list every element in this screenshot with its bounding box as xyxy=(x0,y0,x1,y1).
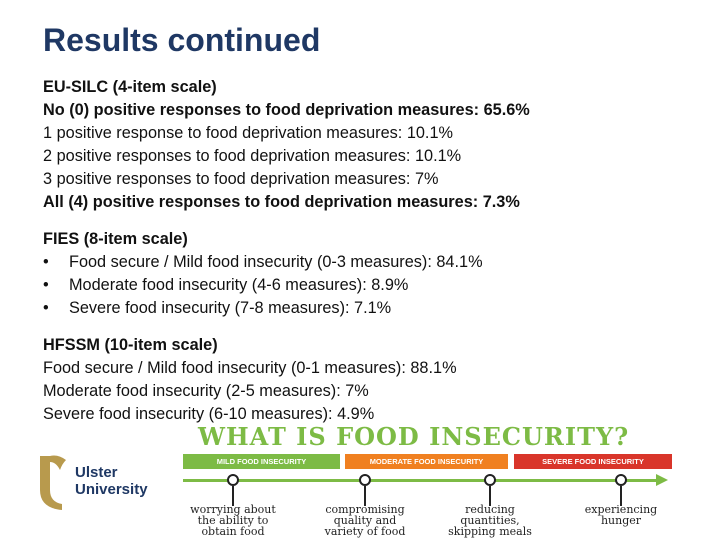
hfssm-line: Severe food insecurity (6-10 measures): … xyxy=(43,405,375,423)
timeline-marker xyxy=(615,474,627,486)
stage-line: reducing xyxy=(465,503,515,516)
infographic-title: WHAT IS FOOD INSECURITY? xyxy=(198,422,630,451)
stage-label: reducing quantities, skipping meals xyxy=(440,504,540,537)
fies-item: • Moderate food insecurity (4-6 measures)… xyxy=(43,274,483,297)
bullet: • xyxy=(43,299,49,317)
eusilc-line: No (0) positive responses to food depriv… xyxy=(43,101,530,119)
hfssm-section: HFSSM (10-item scale) Food secure / Mild… xyxy=(43,334,457,426)
eusilc-line: 3 positive responses to food deprivation… xyxy=(43,170,439,188)
fies-item-text: Food secure / Mild food insecurity (0-3 … xyxy=(69,253,483,271)
stage-line: worrying about xyxy=(190,503,276,516)
logo-text: Ulster University xyxy=(75,464,148,498)
timeline-stem xyxy=(232,486,234,506)
stage-line: hunger xyxy=(600,514,642,527)
stage-line: variety of food xyxy=(324,525,406,538)
stage-label: compromising quality and variety of food xyxy=(315,504,415,537)
timeline-stem xyxy=(364,486,366,506)
timeline-arrow-icon xyxy=(656,474,668,486)
timeline-axis xyxy=(183,479,658,482)
fies-section: FIES (8-item scale) • Food secure / Mild … xyxy=(43,228,483,320)
bullet: • xyxy=(43,253,49,271)
stage-label: worrying about the ability to obtain foo… xyxy=(183,504,283,537)
eusilc-line: All (4) positive responses to food depri… xyxy=(43,193,520,211)
timeline-marker xyxy=(227,474,239,486)
ulster-university-logo-icon xyxy=(40,455,66,510)
timeline-stem xyxy=(489,486,491,506)
fies-item-text: Moderate food insecurity (4-6 measures):… xyxy=(69,276,409,294)
hfssm-line: Food secure / Mild food insecurity (0-1 … xyxy=(43,359,457,377)
bullet: • xyxy=(43,276,49,294)
hfssm-heading: HFSSM (10-item scale) xyxy=(43,336,218,354)
eusilc-section: EU-SILC (4-item scale) No (0) positive r… xyxy=(43,76,530,214)
logo-line-1: Ulster xyxy=(75,464,118,481)
fies-item: • Severe food insecurity (7-8 measures): … xyxy=(43,297,483,320)
eusilc-line: 1 positive response to food deprivation … xyxy=(43,124,453,142)
stage-line: experiencing xyxy=(584,503,658,516)
stage-line: skipping meals xyxy=(448,525,532,538)
hfssm-line: Moderate food insecurity (2-5 measures):… xyxy=(43,382,369,400)
stage-line: obtain food xyxy=(201,525,265,538)
timeline-marker xyxy=(359,474,371,486)
timeline-stem xyxy=(620,486,622,506)
food-insecurity-infographic: WHAT IS FOOD INSECURITY? MILD FOOD INSEC… xyxy=(178,420,718,540)
eusilc-heading: EU-SILC (4-item scale) xyxy=(43,78,217,96)
stage-line: quantities, xyxy=(460,514,520,527)
slide-title: Results continued xyxy=(43,22,321,58)
stage-line: the ability to xyxy=(197,514,269,527)
fies-item: • Food secure / Mild food insecurity (0-3… xyxy=(43,251,483,274)
logo-line-2: University xyxy=(75,481,148,498)
category-moderate: MODERATE FOOD INSECURITY xyxy=(345,454,508,469)
category-severe: SEVERE FOOD INSECURITY xyxy=(514,454,672,469)
stage-label: experiencing hunger xyxy=(571,504,671,526)
timeline-marker xyxy=(484,474,496,486)
stage-line: compromising xyxy=(325,503,405,516)
category-mild: MILD FOOD INSECURITY xyxy=(183,454,340,469)
stage-line: quality and xyxy=(333,514,397,527)
eusilc-line: 2 positive responses to food deprivation… xyxy=(43,147,462,165)
fies-heading: FIES (8-item scale) xyxy=(43,230,188,248)
fies-item-text: Severe food insecurity (7-8 measures): 7… xyxy=(69,299,392,317)
